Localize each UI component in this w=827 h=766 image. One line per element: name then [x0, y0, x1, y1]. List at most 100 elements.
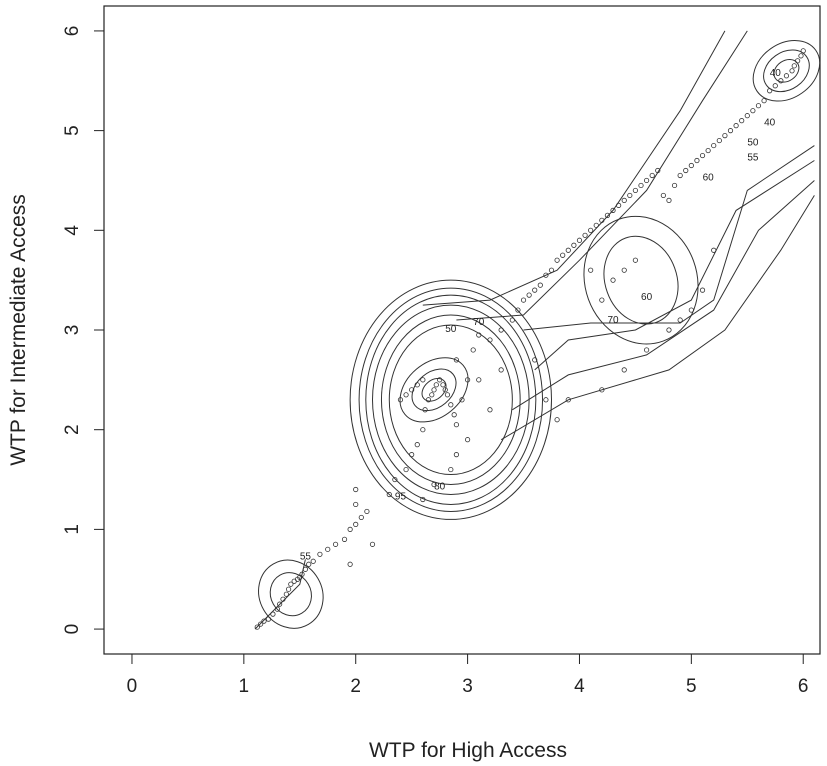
- scatter-point: [520, 297, 527, 303]
- scatter-point: [565, 397, 571, 403]
- scatter-point: [453, 452, 460, 458]
- scatter-point: [638, 182, 644, 189]
- scatter-point: [265, 616, 272, 622]
- scatter-point: [431, 481, 437, 488]
- scatter-point: [666, 327, 672, 333]
- scatter-point: [453, 422, 460, 428]
- x-tick-label: 1: [239, 676, 250, 697]
- scatter-point: [565, 247, 571, 253]
- y-tick-label: 1: [62, 524, 83, 535]
- x-tick-label: 0: [127, 676, 138, 697]
- scatter-point: [347, 526, 353, 532]
- contour-level-label: 55: [300, 551, 312, 562]
- scatter-point: [683, 167, 689, 174]
- scatter-point: [306, 561, 312, 567]
- scatter-point: [341, 536, 348, 542]
- scatter-point: [288, 581, 294, 587]
- x-tick-label: 3: [462, 676, 473, 697]
- scatter-point: [448, 402, 454, 408]
- scatter-point: [403, 466, 409, 473]
- scatter-point: [442, 387, 448, 393]
- x-axis-label: WTP for High Access: [369, 739, 567, 762]
- scatter-point: [791, 63, 797, 69]
- scatter-point: [800, 48, 806, 54]
- contour-level-label: 70: [607, 315, 619, 326]
- scatter-point: [451, 412, 457, 418]
- scatter-point: [409, 452, 415, 458]
- contour-level-label: 60: [703, 172, 715, 183]
- scatter-point: [761, 98, 767, 104]
- y-tick-label: 4: [62, 225, 83, 236]
- scatter-point: [711, 142, 717, 149]
- scatter-point: [548, 267, 555, 273]
- scatter-point: [705, 147, 711, 154]
- scatter-point: [347, 561, 353, 567]
- contour-level-label: 50: [445, 324, 457, 335]
- scatter-point: [671, 182, 678, 189]
- scatter-point: [772, 83, 778, 89]
- scatter-point: [274, 606, 281, 612]
- scatter-point: [610, 277, 616, 283]
- scatter-point: [604, 212, 611, 218]
- scatter-point: [599, 217, 605, 223]
- scatter-point: [444, 392, 451, 398]
- scatter-point: [280, 596, 286, 602]
- scatter-point: [543, 397, 549, 403]
- scatter-point: [464, 377, 471, 383]
- scatter-point: [621, 267, 627, 273]
- scatter-point: [317, 551, 323, 557]
- scatter-point: [498, 327, 504, 333]
- density-contours: [254, 30, 821, 630]
- contour-level-label: 70: [473, 317, 485, 328]
- scatter-point: [739, 118, 745, 124]
- contour-upper-right: [752, 40, 821, 102]
- scatter-point: [509, 317, 515, 323]
- scatter-point: [722, 133, 728, 139]
- scatter-point: [487, 407, 493, 413]
- scatter-point: [744, 113, 750, 119]
- scatter-point: [733, 123, 739, 129]
- scatter-point: [750, 108, 756, 114]
- scatter-point: [532, 287, 538, 293]
- contour-center-inner: [421, 377, 447, 402]
- scatter-point: [420, 427, 426, 433]
- scatter-point: [616, 202, 622, 208]
- scatter-point: [353, 521, 359, 528]
- scatter-point: [755, 103, 762, 109]
- scatter-point: [414, 382, 420, 388]
- contour-level-label: 40: [770, 68, 782, 79]
- scatter-point: [688, 162, 694, 169]
- scatter-point: [588, 227, 594, 233]
- scatter-point: [459, 397, 465, 403]
- scatter-point: [537, 282, 543, 288]
- scatter-point: [261, 618, 267, 624]
- y-tick-label: 3: [62, 325, 83, 336]
- scatter-point: [277, 601, 283, 607]
- scatter-point: [778, 78, 784, 84]
- scatter-point: [364, 508, 370, 515]
- scatter-point: [621, 367, 627, 373]
- x-tick-label: 5: [686, 676, 697, 697]
- y-tick-label: 0: [62, 624, 83, 635]
- contour-band-mid: [523, 145, 815, 331]
- scatter-point: [727, 128, 734, 134]
- scatter-point: [643, 347, 650, 353]
- scatter-point: [414, 442, 420, 448]
- contour-level-label: 55: [747, 153, 759, 164]
- scatter-point: [677, 172, 683, 179]
- scatter-point: [576, 237, 583, 243]
- scatter-point: [660, 192, 666, 199]
- scatter-point: [299, 571, 305, 577]
- scatter-point: [655, 167, 661, 174]
- y-axis: 0 1 2 3 4 5 6: [62, 26, 104, 635]
- contour-center-outer: [358, 287, 544, 512]
- contour-upper-right: [763, 49, 810, 93]
- scatter-point: [677, 317, 683, 323]
- scatter-point: [431, 387, 437, 393]
- scatter-point: [632, 187, 639, 194]
- scatter-point: [440, 382, 446, 388]
- scatter-point: [627, 192, 633, 199]
- scatter-point: [560, 252, 566, 258]
- contour-level-label: 60: [641, 292, 653, 303]
